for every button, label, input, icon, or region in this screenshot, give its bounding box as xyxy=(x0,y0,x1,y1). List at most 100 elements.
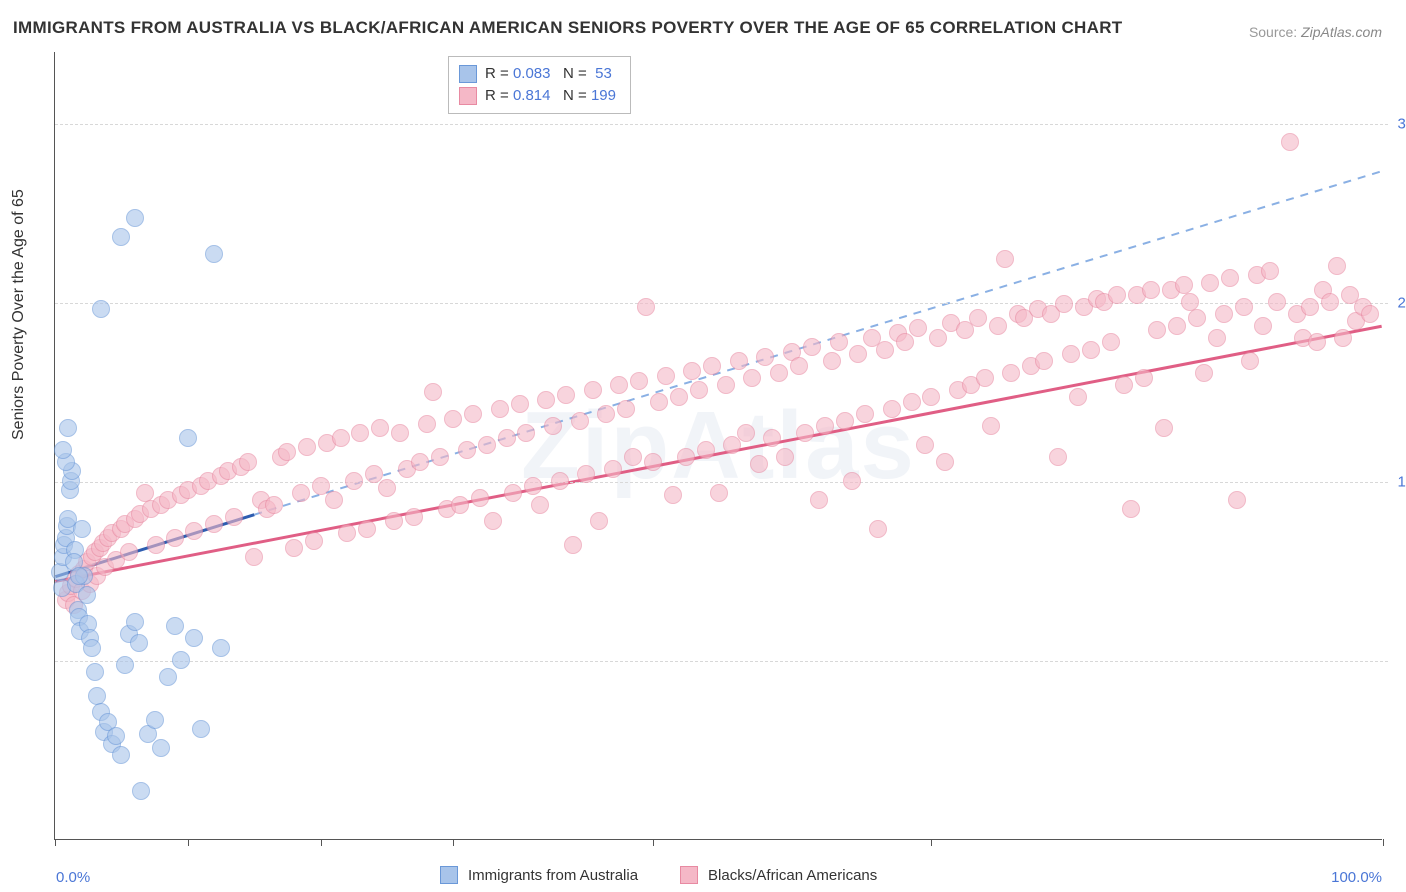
data-point-series2 xyxy=(896,333,914,351)
data-point-series2 xyxy=(1308,333,1326,351)
data-point-series2 xyxy=(703,357,721,375)
data-point-series2 xyxy=(697,441,715,459)
data-point-series2 xyxy=(737,424,755,442)
data-point-series2 xyxy=(683,362,701,380)
data-point-series2 xyxy=(405,508,423,526)
data-point-series1 xyxy=(185,629,203,647)
gridline xyxy=(55,482,1388,483)
data-point-series1 xyxy=(126,613,144,631)
data-point-series2 xyxy=(969,309,987,327)
data-point-series2 xyxy=(531,496,549,514)
data-point-series2 xyxy=(743,369,761,387)
data-point-series2 xyxy=(1122,500,1140,518)
data-point-series2 xyxy=(345,472,363,490)
data-point-series2 xyxy=(1321,293,1339,311)
data-point-series2 xyxy=(478,436,496,454)
data-point-series2 xyxy=(557,386,575,404)
data-point-series2 xyxy=(1082,341,1100,359)
data-point-series2 xyxy=(989,317,1007,335)
gridline xyxy=(55,661,1388,662)
data-point-series2 xyxy=(239,453,257,471)
data-point-series2 xyxy=(1261,262,1279,280)
data-point-series1 xyxy=(166,617,184,635)
data-point-series1 xyxy=(78,586,96,604)
scatter-plot-area: ZipAtlas 7.5%15.0%22.5%30.0% xyxy=(54,52,1382,840)
data-point-series2 xyxy=(378,479,396,497)
data-point-series2 xyxy=(690,381,708,399)
data-point-series2 xyxy=(312,477,330,495)
data-point-series2 xyxy=(1334,329,1352,347)
data-point-series2 xyxy=(1148,321,1166,339)
data-point-series2 xyxy=(136,484,154,502)
data-point-series2 xyxy=(1195,364,1213,382)
data-point-series2 xyxy=(471,489,489,507)
data-point-series2 xyxy=(1055,295,1073,313)
data-point-series2 xyxy=(120,543,138,561)
data-point-series2 xyxy=(1102,333,1120,351)
x-tick xyxy=(453,839,454,846)
data-point-series2 xyxy=(464,405,482,423)
data-point-series2 xyxy=(498,429,516,447)
data-point-series1 xyxy=(172,651,190,669)
data-point-series2 xyxy=(1115,376,1133,394)
data-point-series2 xyxy=(1049,448,1067,466)
x-tick xyxy=(188,839,189,846)
correlation-legend: R = 0.083 N = 53R = 0.814 N = 199 xyxy=(448,56,631,114)
source-attribution: Source: ZipAtlas.com xyxy=(1249,24,1382,40)
data-point-series2 xyxy=(1241,352,1259,370)
legend-item: Blacks/African Americans xyxy=(680,866,877,884)
data-point-series2 xyxy=(537,391,555,409)
y-axis-label: Seniors Poverty Over the Age of 65 xyxy=(10,189,28,440)
legend-label: Blacks/African Americans xyxy=(708,867,877,884)
data-point-series2 xyxy=(431,448,449,466)
data-point-series2 xyxy=(424,383,442,401)
legend-row: R = 0.814 N = 199 xyxy=(459,85,616,107)
data-point-series1 xyxy=(116,656,134,674)
data-point-series2 xyxy=(849,345,867,363)
data-point-series2 xyxy=(265,496,283,514)
data-point-series1 xyxy=(86,663,104,681)
data-point-series1 xyxy=(179,429,197,447)
data-point-series2 xyxy=(1268,293,1286,311)
data-point-series2 xyxy=(571,412,589,430)
data-point-series2 xyxy=(929,329,947,347)
data-point-series2 xyxy=(770,364,788,382)
data-point-series2 xyxy=(1155,419,1173,437)
data-point-series2 xyxy=(1235,298,1253,316)
data-point-series2 xyxy=(790,357,808,375)
data-point-series2 xyxy=(650,393,668,411)
data-point-series1 xyxy=(126,209,144,227)
data-point-series2 xyxy=(1221,269,1239,287)
data-point-series2 xyxy=(630,372,648,390)
data-point-series1 xyxy=(152,739,170,757)
legend-swatch xyxy=(440,866,458,884)
y-tick-label: 30.0% xyxy=(1397,115,1406,132)
data-point-series2 xyxy=(1135,369,1153,387)
data-point-series2 xyxy=(292,484,310,502)
data-point-series1 xyxy=(112,228,130,246)
data-point-series2 xyxy=(185,522,203,540)
legend-swatch xyxy=(459,65,477,83)
data-point-series2 xyxy=(1168,317,1186,335)
data-point-series2 xyxy=(332,429,350,447)
data-point-series1 xyxy=(70,567,88,585)
data-point-series1 xyxy=(73,520,91,538)
data-point-series2 xyxy=(730,352,748,370)
data-point-series2 xyxy=(590,512,608,530)
data-point-series2 xyxy=(856,405,874,423)
data-point-series2 xyxy=(1361,305,1379,323)
data-point-series2 xyxy=(444,410,462,428)
data-point-series2 xyxy=(1281,133,1299,151)
data-point-series1 xyxy=(54,441,72,459)
data-point-series2 xyxy=(298,438,316,456)
data-point-series2 xyxy=(371,419,389,437)
data-point-series2 xyxy=(577,465,595,483)
data-point-series2 xyxy=(564,536,582,554)
data-point-series2 xyxy=(664,486,682,504)
x-tick xyxy=(931,839,932,846)
chart-title: IMMIGRANTS FROM AUSTRALIA VS BLACK/AFRIC… xyxy=(13,18,1122,38)
data-point-series2 xyxy=(1215,305,1233,323)
data-point-series1 xyxy=(59,419,77,437)
data-point-series2 xyxy=(617,400,635,418)
data-point-series2 xyxy=(147,536,165,554)
